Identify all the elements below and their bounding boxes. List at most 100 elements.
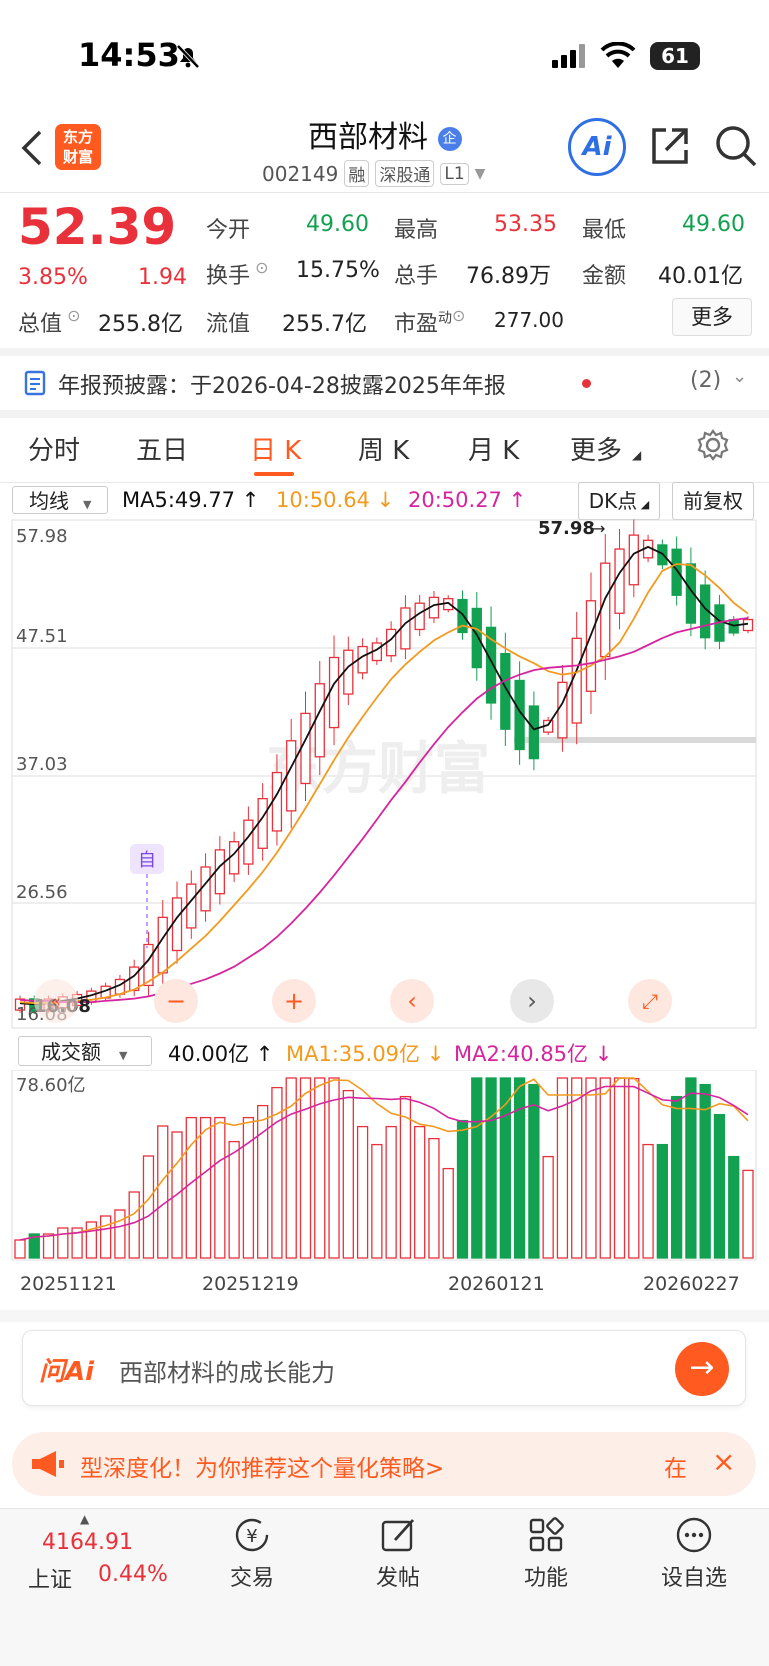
candle	[343, 649, 354, 695]
candle	[14, 998, 26, 1011]
zoom-out-button[interactable]: −	[154, 979, 198, 1023]
change-percent: 3.85%	[18, 265, 88, 290]
info-icon[interactable]: ⊙	[62, 306, 81, 325]
index-ticker[interactable]: ▲ 4164.91 上证 0.44%	[22, 1512, 172, 1593]
nav-add-watchlist[interactable]: 设自选	[656, 1516, 732, 1592]
index-name: 上证	[28, 1568, 73, 1593]
volume-indicator-select[interactable]: 成交额 ▼	[18, 1036, 152, 1066]
nav-post-label: 发帖	[375, 1566, 420, 1591]
low-label: 最低	[582, 218, 627, 243]
kline-chart[interactable]: 东方财富 57.98 47.51 37.03 26.56 16.08 57.98…	[0, 518, 769, 1030]
volume-bar	[399, 1095, 412, 1259]
candle	[485, 626, 497, 704]
info-icon[interactable]: ⊙	[250, 258, 269, 277]
mktcap-label: 总值 ⊙	[18, 306, 81, 337]
volume-chart[interactable]: 78.60亿 20251121 20251219 20260121 202602…	[0, 1070, 769, 1310]
tab-weekly-k[interactable]: 周 K	[358, 436, 410, 466]
indicator-select[interactable]: 均线 ▼	[12, 486, 108, 514]
back-icon[interactable]	[18, 128, 44, 172]
volume-value: 40.00亿 ↑	[168, 1042, 274, 1066]
volume-bar	[456, 1119, 469, 1259]
status-bar: 14:53 61	[0, 0, 769, 110]
candle	[186, 883, 197, 929]
date-label-1: 20251121	[20, 1273, 117, 1295]
volume-bar	[114, 1209, 126, 1259]
info-icon[interactable]: ⊙	[452, 306, 466, 325]
open-value: 49.60	[306, 212, 369, 237]
candle	[628, 534, 639, 586]
candle	[571, 637, 582, 724]
y-label-max: 57.98	[16, 526, 68, 547]
nav-trade[interactable]: ¥ 交易	[222, 1516, 282, 1592]
candle	[228, 841, 240, 875]
ma-line-ma5	[19, 545, 749, 1006]
max-price-marker: 57.98	[538, 518, 595, 539]
ma-line-ma10	[19, 563, 749, 1005]
volume-bar	[28, 1233, 40, 1259]
ai-button[interactable]: Ai	[568, 118, 626, 176]
float-label: 流值	[206, 312, 251, 337]
max-arrow-icon: →	[592, 519, 605, 538]
candle	[671, 548, 682, 596]
volume-bar	[14, 1239, 26, 1259]
stock-title[interactable]: 西部材料 企	[308, 112, 462, 156]
nav-watchlist-label: 设自选	[660, 1566, 727, 1591]
candle	[328, 656, 340, 729]
search-icon[interactable]	[714, 124, 758, 168]
candle	[600, 562, 611, 658]
ai-question-box[interactable]: 问Ai 西部材料的成长能力 →	[22, 1330, 746, 1406]
scroll-start-button[interactable]: «	[34, 979, 78, 1023]
adjust-button[interactable]: 前复权	[672, 482, 754, 520]
dropdown-icon: ▼	[119, 1049, 128, 1062]
candle	[585, 600, 597, 692]
volume-label: 总手	[394, 264, 439, 289]
date-label-3: 20260121	[448, 1273, 545, 1295]
volume-bar	[414, 1125, 426, 1259]
notice-row[interactable]: 年报预披露：于2026-04-28披露2025年年报 (2) ⌄	[0, 358, 769, 410]
volume-bar	[742, 1169, 754, 1259]
date-label-2: 20251219	[202, 1273, 299, 1295]
share-icon[interactable]	[648, 124, 692, 168]
volume-bar	[385, 1125, 397, 1259]
high-value: 53.35	[494, 212, 557, 237]
dk-point-button[interactable]: DK点 ◢	[578, 482, 660, 520]
tab-minute[interactable]: 分时	[28, 436, 81, 466]
settings-gear-icon[interactable]	[696, 428, 730, 462]
submit-arrow-icon[interactable]: →	[675, 1342, 729, 1396]
tab-five-day[interactable]: 五日	[136, 436, 189, 466]
more-button[interactable]: 更多	[672, 298, 752, 336]
nav-function[interactable]: 功能	[516, 1516, 576, 1592]
eastmoney-logo[interactable]: 东方 财富	[55, 124, 101, 170]
y-label-2: 47.51	[16, 626, 68, 647]
low-value: 49.60	[682, 212, 745, 237]
promo-banner[interactable]: 型深度化！为你推荐这个量化策略> 在 ×	[12, 1432, 756, 1496]
dropdown-icon[interactable]: ▼	[474, 165, 486, 182]
candle	[742, 618, 754, 632]
volume-bar	[428, 1137, 440, 1259]
tab-more[interactable]: 更多	[570, 436, 623, 466]
tab-more-caret: ◢	[632, 448, 642, 462]
move-left-button[interactable]: ‹	[390, 979, 434, 1023]
candle	[314, 683, 325, 758]
volume-bar	[71, 1227, 83, 1259]
tab-daily-k[interactable]: 日 K	[250, 436, 302, 466]
megaphone-icon	[32, 1451, 64, 1477]
tab-monthly-k[interactable]: 月 K	[468, 436, 520, 466]
move-right-button[interactable]: ›	[510, 979, 554, 1023]
self-selected-tag	[130, 844, 164, 874]
volume-bar	[685, 1077, 697, 1259]
turnover-label: 换手 ⊙	[206, 258, 269, 289]
volume-ma-lines-group	[19, 1077, 749, 1241]
zoom-in-button[interactable]: +	[272, 979, 316, 1023]
level-tag: L1	[440, 162, 469, 185]
nav-post[interactable]: 发帖	[368, 1516, 428, 1592]
candle	[200, 866, 211, 912]
volume-bar	[699, 1083, 711, 1259]
volume-bar	[228, 1140, 240, 1259]
close-icon[interactable]: ×	[712, 1445, 736, 1478]
more-dots-icon	[676, 1517, 712, 1553]
volume-bar	[728, 1155, 740, 1259]
fullscreen-icon[interactable]: ⤢	[628, 979, 672, 1023]
volume-bar	[57, 1227, 69, 1259]
down-arrow-icon: ↓	[588, 1042, 613, 1066]
